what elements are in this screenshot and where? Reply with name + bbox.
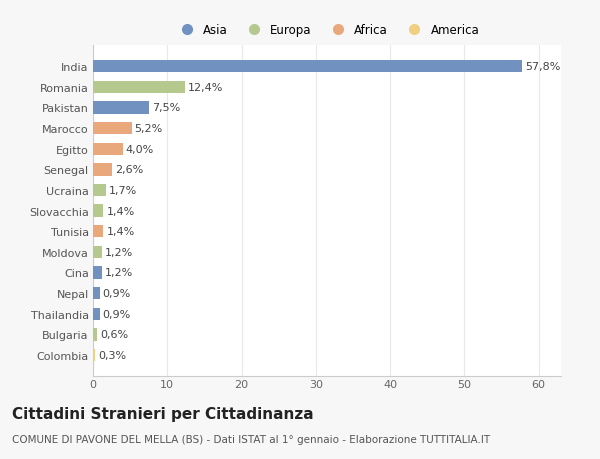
Legend: Asia, Europa, Africa, America: Asia, Europa, Africa, America [175, 24, 479, 37]
Text: 5,2%: 5,2% [134, 124, 163, 134]
Bar [93, 185, 106, 197]
Text: 4,0%: 4,0% [125, 145, 154, 154]
Bar [93, 349, 95, 361]
Text: 12,4%: 12,4% [188, 83, 223, 93]
Text: Cittadini Stranieri per Cittadinanza: Cittadini Stranieri per Cittadinanza [12, 406, 314, 421]
Text: 1,7%: 1,7% [109, 185, 137, 196]
Text: 0,9%: 0,9% [103, 288, 131, 298]
Bar [93, 308, 100, 320]
Bar [93, 246, 102, 258]
Bar [93, 143, 123, 156]
Bar [93, 102, 149, 114]
Text: 1,4%: 1,4% [106, 206, 134, 216]
Bar [93, 123, 131, 135]
Text: 0,3%: 0,3% [98, 350, 127, 360]
Text: 7,5%: 7,5% [152, 103, 180, 113]
Text: 1,2%: 1,2% [105, 247, 133, 257]
Text: 2,6%: 2,6% [115, 165, 143, 175]
Bar [93, 205, 103, 217]
Text: 57,8%: 57,8% [526, 62, 561, 72]
Bar [93, 329, 97, 341]
Text: 0,6%: 0,6% [100, 330, 128, 340]
Bar [93, 164, 112, 176]
Bar [93, 82, 185, 94]
Text: 0,9%: 0,9% [103, 309, 131, 319]
Text: 1,4%: 1,4% [106, 227, 134, 237]
Bar [93, 287, 100, 300]
Bar [93, 61, 523, 73]
Text: COMUNE DI PAVONE DEL MELLA (BS) - Dati ISTAT al 1° gennaio - Elaborazione TUTTIT: COMUNE DI PAVONE DEL MELLA (BS) - Dati I… [12, 434, 490, 444]
Bar [93, 225, 103, 238]
Bar [93, 267, 102, 279]
Text: 1,2%: 1,2% [105, 268, 133, 278]
